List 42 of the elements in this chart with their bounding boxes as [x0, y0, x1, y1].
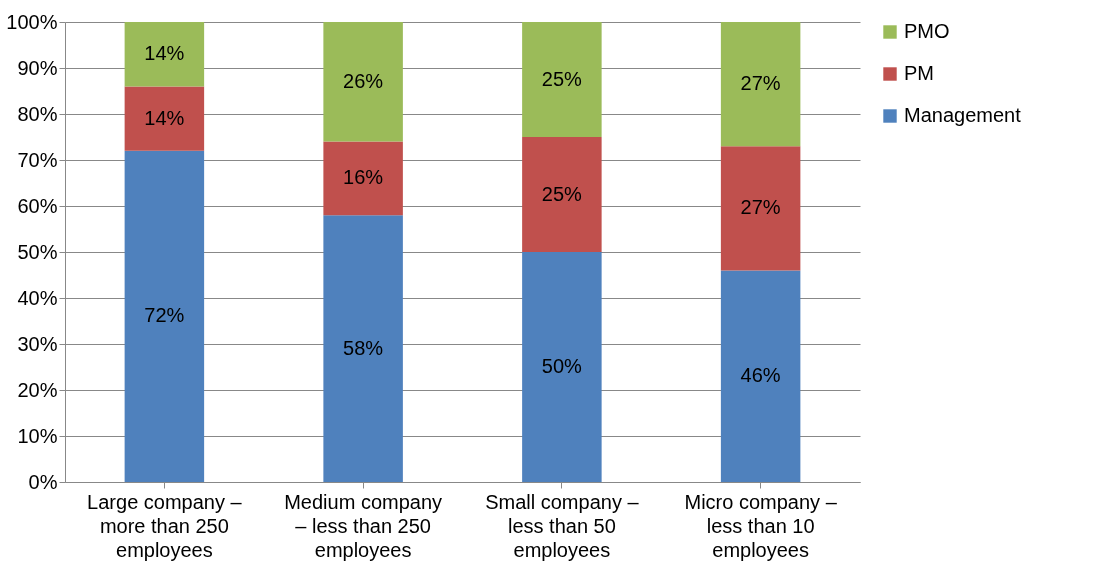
y-tick-label: 80% [17, 102, 58, 125]
x-tick-label: Medium company – less than 250 employees [284, 490, 443, 561]
data-label: 26% [343, 69, 384, 92]
bar [323, 141, 403, 216]
data-label: 46% [740, 364, 781, 387]
bar [522, 22, 602, 137]
data-label: 72% [144, 304, 185, 327]
y-tick-label: 90% [17, 56, 58, 79]
y-tick-label: 20% [17, 378, 58, 401]
data-label: 27% [740, 196, 781, 219]
data-label: 25% [541, 182, 583, 205]
bar [323, 22, 403, 142]
data-label: 14% [144, 42, 185, 65]
data-label: 58% [343, 336, 384, 359]
bar [124, 86, 205, 151]
y-tick-label: 30% [17, 332, 58, 355]
bar [720, 146, 801, 271]
y-tick-label: 0% [28, 470, 58, 493]
x-tick-label: Micro company – less than 10 employees [684, 490, 838, 561]
bar [720, 270, 801, 482]
data-label: 14% [144, 106, 185, 129]
bar [124, 150, 205, 482]
bar [522, 137, 602, 252]
data-label: 25% [541, 67, 583, 90]
y-tick-label: 10% [17, 424, 58, 447]
x-tick-label: Small company – less than 50 employees [485, 490, 640, 561]
y-tick-label: 50% [17, 240, 58, 263]
bar [124, 22, 205, 87]
bar [522, 252, 602, 482]
x-tick-label: Large company – more than 250 employees [87, 490, 243, 561]
bar [720, 22, 801, 147]
bar [323, 215, 403, 482]
data-label: 16% [343, 166, 384, 189]
data-label: 50% [541, 355, 583, 377]
y-tick-label: 70% [17, 148, 58, 171]
legend-label: PM [904, 62, 934, 84]
legend-label: Management [904, 104, 1022, 126]
y-tick-label: 40% [17, 286, 58, 309]
data-label: 27% [740, 72, 781, 95]
y-tick-label: 60% [17, 194, 58, 217]
y-tick-label: 100% [6, 10, 58, 33]
legend-label: PMO [904, 20, 950, 42]
